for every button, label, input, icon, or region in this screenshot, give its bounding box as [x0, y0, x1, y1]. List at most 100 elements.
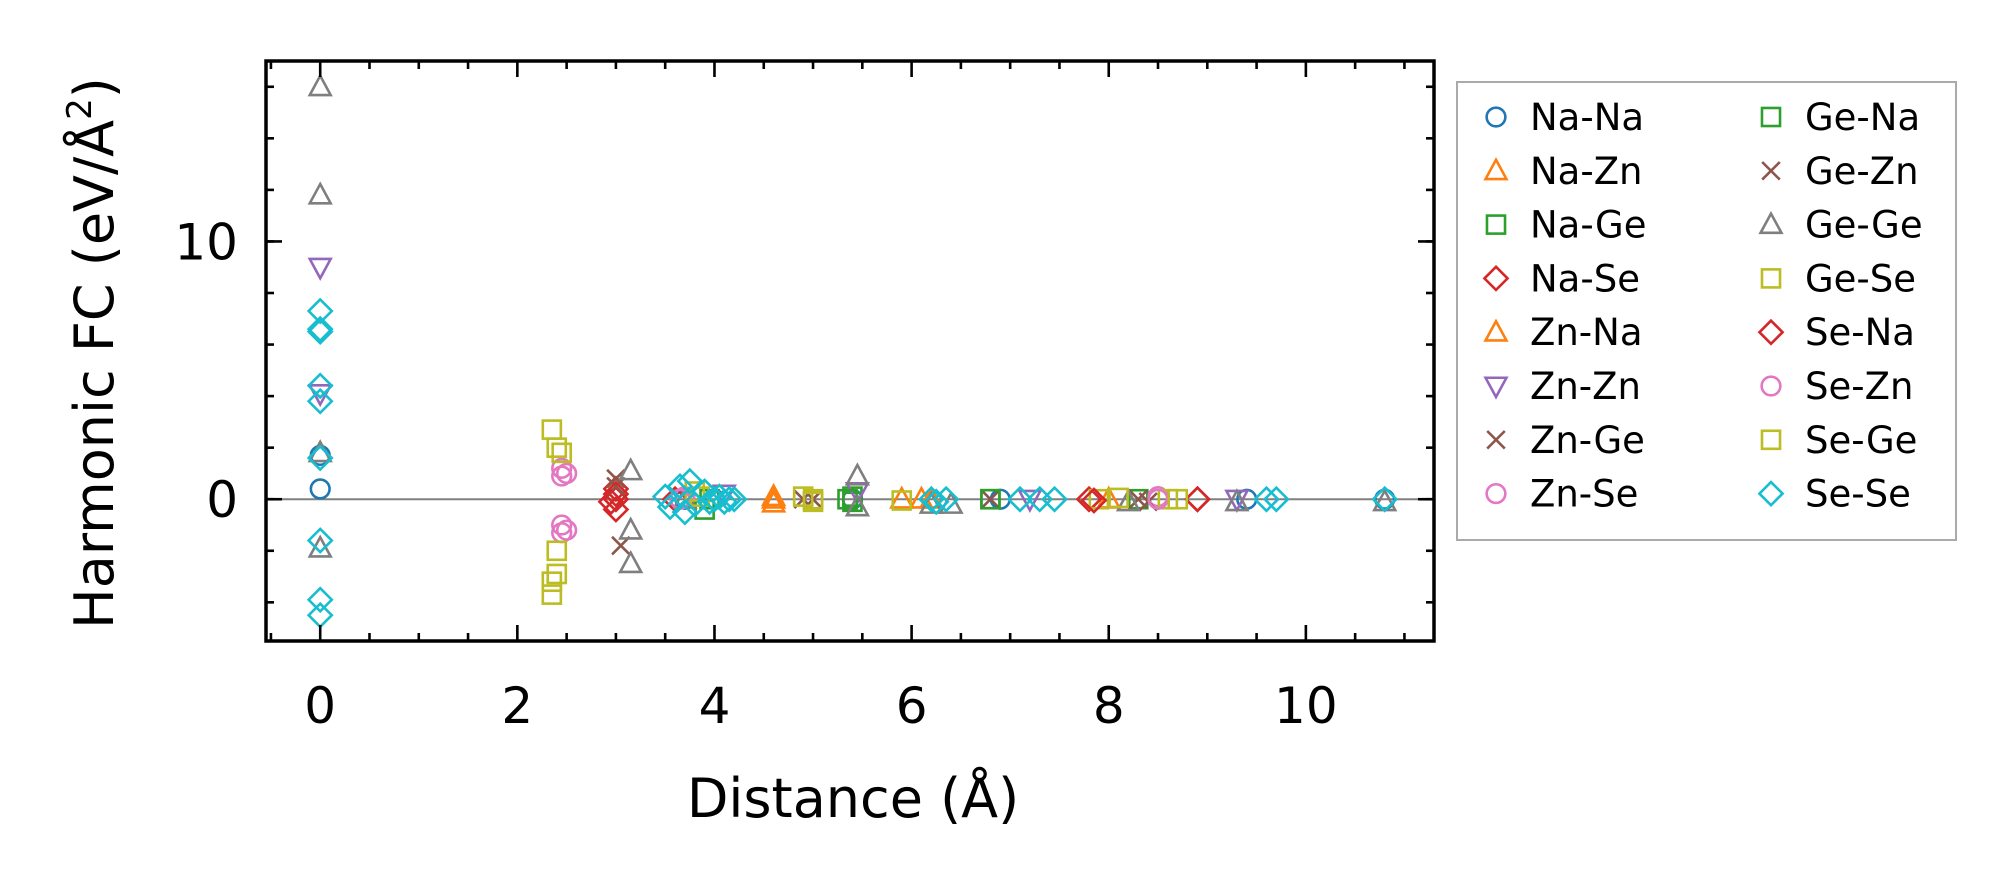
legend-label: Na-Na	[1530, 96, 1644, 139]
data-point	[1041, 485, 1068, 513]
data-point	[307, 181, 333, 205]
series-Zn-Zn	[307, 257, 1250, 513]
data-point	[306, 318, 334, 346]
legend-marker	[1483, 318, 1509, 342]
data-point	[1371, 485, 1399, 513]
legend-label: Zn-Na	[1530, 311, 1643, 354]
legend-marker	[1483, 376, 1509, 400]
data-point	[1167, 488, 1189, 510]
data-point	[1017, 489, 1043, 513]
y-axis-label-superscript: 2	[60, 98, 100, 120]
data-point	[611, 535, 631, 556]
x-tick-label: 4	[699, 677, 731, 735]
legend-label: Se-Se	[1805, 473, 1911, 516]
legend-marker	[1483, 157, 1509, 181]
data-point	[760, 482, 787, 507]
legend-label: Se-Ge	[1805, 419, 1917, 462]
data-point	[606, 468, 626, 489]
data-point	[1147, 488, 1169, 510]
data-point	[844, 462, 871, 486]
y-axis-label-main: Harmonic FC (eV/Å	[62, 120, 126, 629]
legend-label: Ge-Na	[1805, 96, 1920, 139]
data-point	[618, 549, 644, 574]
data-point	[666, 472, 694, 500]
legend-label: Zn-Zn	[1530, 365, 1641, 408]
data-point	[307, 257, 333, 281]
legend-marker	[1757, 480, 1785, 507]
data-point	[922, 488, 950, 516]
data-point	[618, 516, 644, 540]
legend-entry: Zn-Ge	[1486, 419, 1645, 462]
data-point	[546, 540, 568, 562]
data-point	[602, 496, 630, 523]
data-point	[889, 485, 915, 509]
data-point	[676, 467, 704, 495]
data-point	[618, 457, 644, 481]
data-point	[602, 480, 630, 508]
legend-label: Se-Zn	[1805, 365, 1913, 408]
series-Se-Na	[597, 480, 1211, 516]
data-point	[1006, 485, 1034, 513]
data-point	[1108, 487, 1129, 509]
data-point	[844, 493, 871, 517]
legend-entry: Ge-Zn	[1761, 150, 1919, 193]
legend-label: Ge-Zn	[1805, 150, 1919, 193]
legend-marker	[1760, 375, 1782, 397]
data-point	[551, 442, 573, 464]
legend-marker	[1761, 161, 1781, 181]
legend-entry: Ge-Ge	[1758, 204, 1923, 247]
legend-entry: Na-Se	[1482, 257, 1640, 300]
data-point	[1115, 488, 1142, 512]
legend-entry: Zn-Zn	[1483, 365, 1641, 408]
data-point	[555, 462, 578, 485]
legend-entry: Se-Ge	[1760, 419, 1917, 462]
legend-marker	[1757, 318, 1785, 346]
legend-label: Na-Ge	[1530, 204, 1647, 247]
y-axis-label: Harmonic FC (eV/Å2)	[60, 77, 126, 629]
series-Ge-Ge	[307, 73, 1398, 574]
legend-marker	[1758, 210, 1784, 235]
data-point	[651, 483, 679, 511]
legend-entry: Na-Zn	[1483, 150, 1643, 193]
series-Se-Se	[306, 297, 1399, 629]
legend-label: Ge-Se	[1805, 257, 1916, 300]
data-point	[541, 419, 563, 440]
data-point	[541, 571, 563, 593]
data-point	[891, 490, 913, 511]
data-point	[307, 73, 333, 97]
data-point	[551, 514, 573, 536]
data-point	[309, 478, 331, 500]
data-point	[710, 488, 738, 516]
legend-marker	[1486, 430, 1506, 450]
x-axis-label: Distance (Å)	[687, 766, 1019, 830]
data-point	[980, 488, 1001, 510]
legend-marker	[1485, 106, 1507, 128]
data-point	[1253, 485, 1280, 513]
y-axis-label-end: )	[63, 77, 126, 98]
legend-marker	[1485, 482, 1507, 505]
data-point	[546, 437, 568, 458]
x-tick-label: 0	[304, 677, 336, 735]
data-point	[760, 489, 787, 513]
legend-label: Ge-Ge	[1805, 204, 1923, 247]
legend-marker	[1760, 268, 1782, 289]
data-point	[306, 527, 334, 554]
data-point	[1075, 485, 1103, 513]
legend-marker	[1760, 106, 1782, 128]
data-point	[1224, 488, 1250, 512]
legend-label: Zn-Se	[1530, 473, 1638, 516]
data-point	[932, 485, 960, 513]
data-point	[980, 489, 1001, 509]
legend-entry: Se-Se	[1757, 473, 1911, 516]
legend-label: Na-Zn	[1530, 150, 1643, 193]
x-tick-label: 2	[501, 677, 533, 735]
series-Se-Ge	[541, 442, 1189, 593]
data-point	[555, 519, 578, 541]
x-tick-label: 6	[896, 677, 928, 735]
legend-entry: Zn-Se	[1485, 473, 1638, 516]
legend-marker	[1482, 265, 1510, 292]
y-tick-label: 0	[206, 471, 238, 529]
x-tick-label: 10	[1274, 677, 1338, 735]
